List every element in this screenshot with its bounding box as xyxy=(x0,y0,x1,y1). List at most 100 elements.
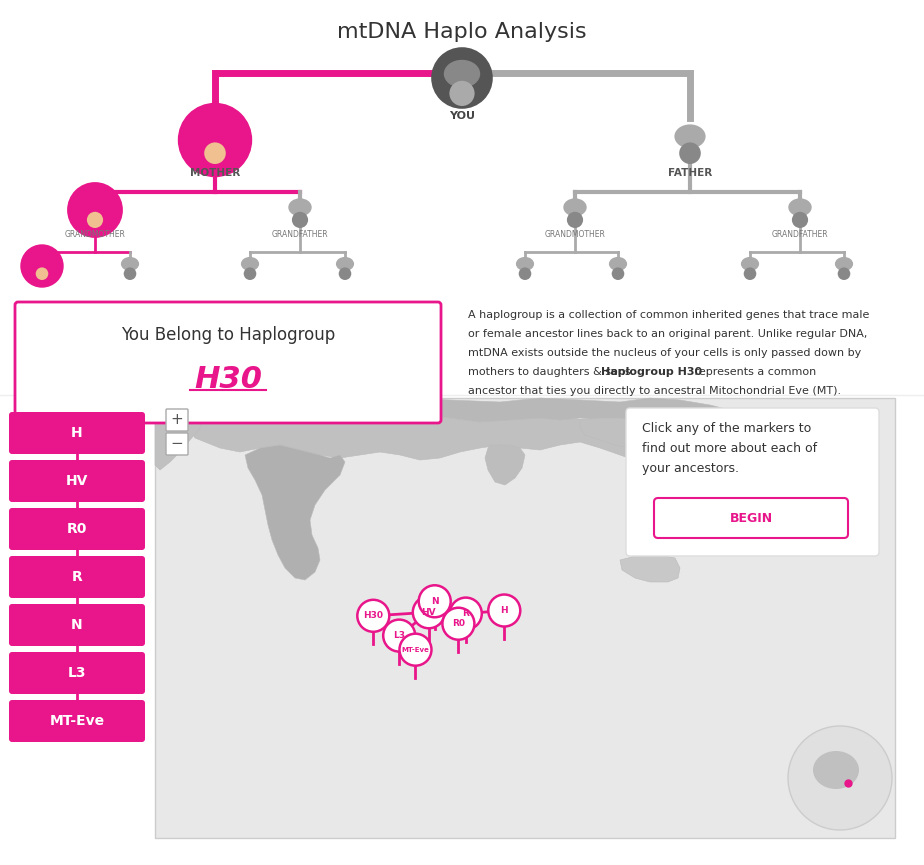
Circle shape xyxy=(413,596,444,628)
Text: −: − xyxy=(171,437,183,452)
Ellipse shape xyxy=(516,257,534,271)
Text: GRANDMOTHER: GRANDMOTHER xyxy=(544,230,605,239)
Circle shape xyxy=(419,586,451,618)
Bar xyxy=(155,398,895,838)
FancyBboxPatch shape xyxy=(626,408,879,556)
FancyBboxPatch shape xyxy=(9,460,145,502)
Text: HV: HV xyxy=(66,474,88,488)
Text: represents a common: represents a common xyxy=(691,367,816,377)
Text: mtDNA exists outside the nucleus of your cells is only passed down by: mtDNA exists outside the nucleus of your… xyxy=(468,348,861,358)
Text: +: + xyxy=(171,413,183,427)
Text: R0: R0 xyxy=(452,619,465,628)
Text: GRANDFATHER: GRANDFATHER xyxy=(772,230,828,239)
Text: mtDNA Haplo Analysis: mtDNA Haplo Analysis xyxy=(337,22,587,42)
Polygon shape xyxy=(660,412,675,424)
Polygon shape xyxy=(155,398,205,470)
Polygon shape xyxy=(240,398,740,430)
Circle shape xyxy=(87,212,103,228)
Circle shape xyxy=(20,244,64,288)
Circle shape xyxy=(36,267,48,280)
Polygon shape xyxy=(620,555,680,582)
Ellipse shape xyxy=(741,257,760,271)
Circle shape xyxy=(204,143,225,164)
Ellipse shape xyxy=(241,257,259,271)
Ellipse shape xyxy=(675,125,706,149)
Ellipse shape xyxy=(788,198,811,216)
Circle shape xyxy=(177,103,252,177)
Ellipse shape xyxy=(33,257,51,271)
Text: N: N xyxy=(71,618,83,632)
Circle shape xyxy=(744,267,757,280)
Text: GRANDFATHER: GRANDFATHER xyxy=(272,230,328,239)
Ellipse shape xyxy=(121,257,140,271)
Ellipse shape xyxy=(200,125,231,149)
Text: Haplogroup H30: Haplogroup H30 xyxy=(601,367,702,377)
FancyBboxPatch shape xyxy=(9,556,145,598)
Text: H30: H30 xyxy=(194,366,262,394)
Text: H: H xyxy=(71,426,83,440)
FancyBboxPatch shape xyxy=(9,700,145,742)
Circle shape xyxy=(432,48,492,109)
Text: MOTHER: MOTHER xyxy=(189,168,240,178)
Ellipse shape xyxy=(444,60,480,88)
Text: YOU: YOU xyxy=(449,111,475,121)
Circle shape xyxy=(567,212,583,228)
Polygon shape xyxy=(245,445,345,580)
Text: You Belong to Haplogroup: You Belong to Haplogroup xyxy=(121,326,335,344)
Circle shape xyxy=(443,608,474,640)
Text: N: N xyxy=(431,597,439,605)
Text: HV: HV xyxy=(421,608,436,617)
FancyBboxPatch shape xyxy=(15,302,441,423)
Circle shape xyxy=(788,726,892,830)
Ellipse shape xyxy=(288,198,311,216)
Circle shape xyxy=(399,634,432,666)
Circle shape xyxy=(838,267,850,280)
Circle shape xyxy=(449,80,475,106)
Text: or female ancestor lines back to an original parent. Unlike regular DNA,: or female ancestor lines back to an orig… xyxy=(468,329,868,339)
Text: BEGIN: BEGIN xyxy=(729,511,772,524)
Circle shape xyxy=(450,598,481,630)
Ellipse shape xyxy=(564,198,587,216)
Text: MT-Eve: MT-Eve xyxy=(50,714,104,728)
Text: L3: L3 xyxy=(394,631,406,640)
Text: mothers to daughters & sons.: mothers to daughters & sons. xyxy=(468,367,638,377)
Text: R: R xyxy=(462,609,469,618)
FancyBboxPatch shape xyxy=(9,604,145,646)
FancyBboxPatch shape xyxy=(9,652,145,694)
Ellipse shape xyxy=(835,257,853,271)
Circle shape xyxy=(339,267,351,280)
Text: FATHER: FATHER xyxy=(668,168,712,178)
Text: Click any of the markers to
find out more about each of
your ancestors.: Click any of the markers to find out mor… xyxy=(642,422,817,475)
Circle shape xyxy=(244,267,256,280)
FancyBboxPatch shape xyxy=(9,412,145,454)
FancyBboxPatch shape xyxy=(166,433,188,455)
Text: ancestor that ties you directly to ancestral Mitochondrial Eve (MT).: ancestor that ties you directly to ances… xyxy=(468,386,841,396)
Circle shape xyxy=(358,599,389,631)
FancyBboxPatch shape xyxy=(654,498,848,538)
Text: R: R xyxy=(72,570,82,584)
Circle shape xyxy=(383,619,415,651)
Text: L3: L3 xyxy=(67,666,86,680)
Text: A haplogroup is a collection of common inherited genes that trace male: A haplogroup is a collection of common i… xyxy=(468,310,869,320)
Ellipse shape xyxy=(813,751,859,789)
Text: H30: H30 xyxy=(363,612,383,620)
Circle shape xyxy=(792,212,808,228)
Circle shape xyxy=(488,594,520,626)
Polygon shape xyxy=(485,445,525,485)
Circle shape xyxy=(518,267,531,280)
Text: R0: R0 xyxy=(67,522,87,536)
Circle shape xyxy=(679,143,700,164)
Circle shape xyxy=(292,212,308,228)
Ellipse shape xyxy=(609,257,627,271)
Text: MT-Eve: MT-Eve xyxy=(402,647,430,653)
Ellipse shape xyxy=(336,257,354,271)
Polygon shape xyxy=(580,418,660,448)
FancyBboxPatch shape xyxy=(9,508,145,550)
Circle shape xyxy=(67,183,123,238)
FancyBboxPatch shape xyxy=(166,409,188,431)
Text: GRANDMOTHER: GRANDMOTHER xyxy=(65,230,126,239)
Text: H: H xyxy=(501,606,508,615)
Polygon shape xyxy=(190,410,700,468)
Circle shape xyxy=(612,267,625,280)
Ellipse shape xyxy=(83,198,106,216)
